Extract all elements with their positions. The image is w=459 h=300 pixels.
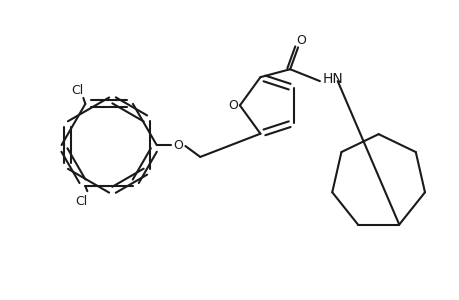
Text: O: O [173,139,183,152]
Text: Cl: Cl [71,85,84,98]
Text: Cl: Cl [75,195,87,208]
Text: HN: HN [322,72,343,86]
Text: O: O [296,34,305,47]
Text: O: O [228,99,237,112]
